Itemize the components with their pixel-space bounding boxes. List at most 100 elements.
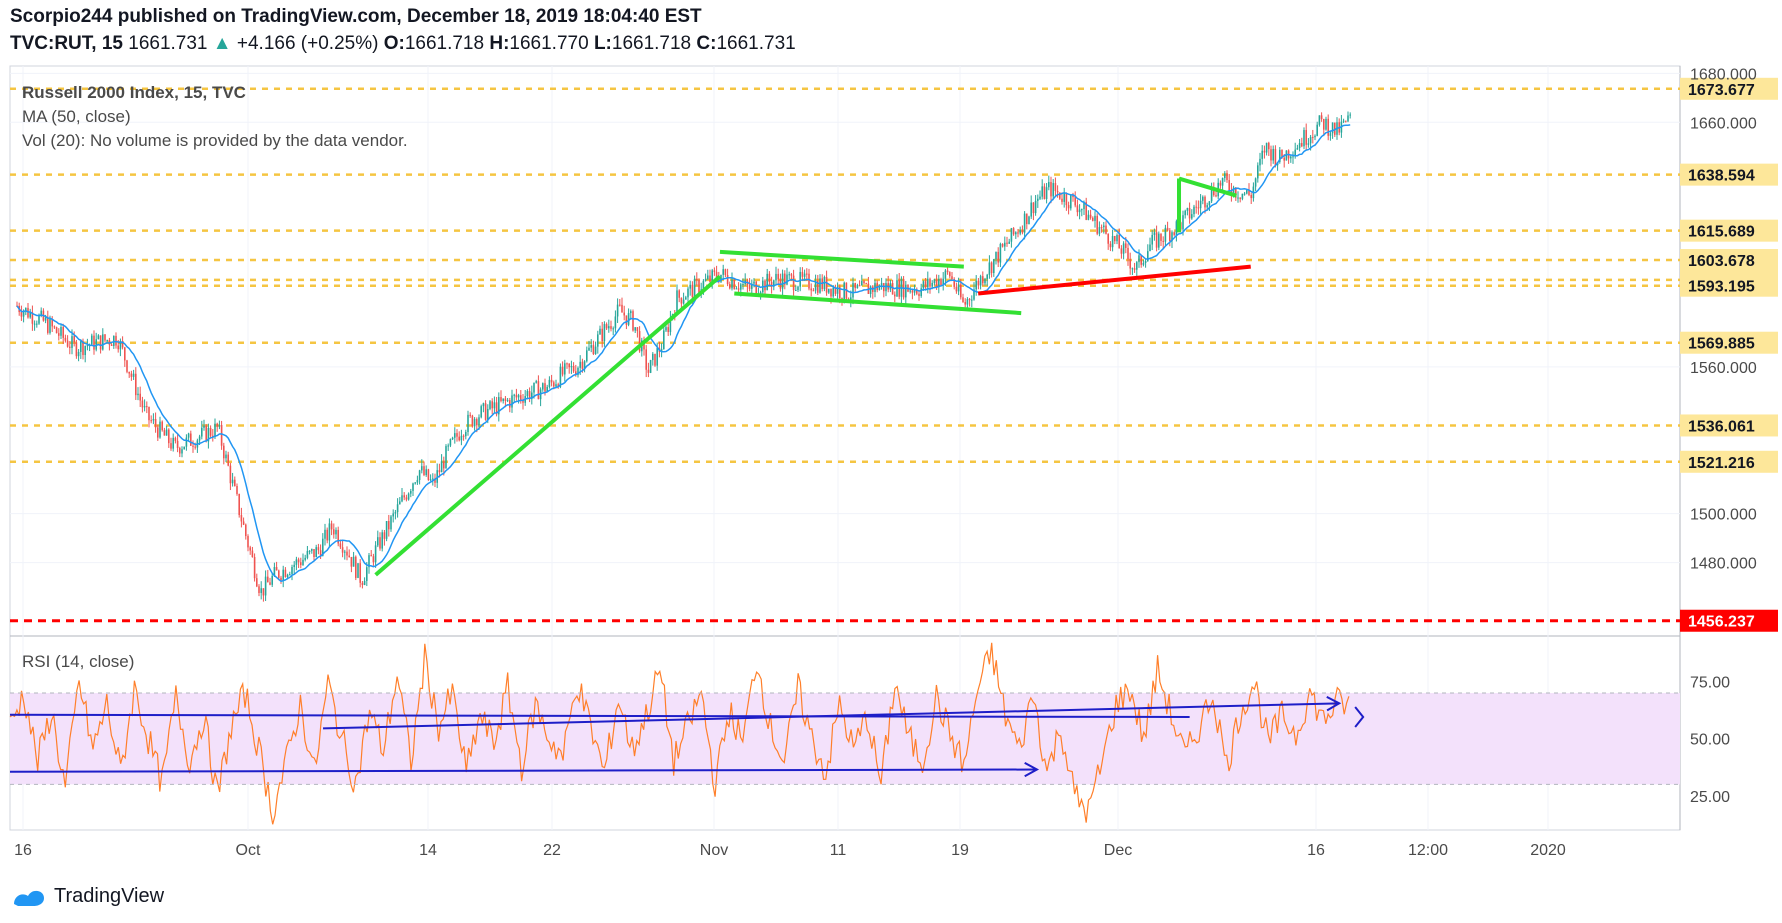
candle-body bbox=[968, 299, 971, 301]
candle-body bbox=[1228, 180, 1230, 191]
candle-body bbox=[1263, 150, 1266, 153]
candle-body bbox=[667, 327, 669, 333]
level-label-bg bbox=[1680, 274, 1778, 297]
candle-body bbox=[55, 327, 58, 334]
candle-body bbox=[1294, 149, 1296, 157]
chart-area[interactable]: 1673.6771638.5941615.6891603.6781595.549… bbox=[0, 0, 1782, 880]
candle-body bbox=[128, 371, 130, 374]
rsi-trendline[interactable] bbox=[9, 713, 1190, 719]
candle-body bbox=[225, 454, 227, 459]
candle-body bbox=[559, 366, 562, 387]
candle-body bbox=[535, 381, 537, 383]
ohlc-line: TVC:RUT, 15 1661.731 ▲ +4.166 (+0.25%) O… bbox=[10, 33, 796, 55]
candle-body bbox=[372, 556, 375, 563]
candle-body bbox=[951, 276, 953, 280]
candle-body bbox=[583, 361, 586, 369]
candle-body bbox=[141, 400, 144, 408]
candle-body bbox=[341, 547, 344, 553]
x-tick-label: 11 bbox=[830, 842, 847, 859]
trendline[interactable] bbox=[734, 291, 1022, 316]
candle-body bbox=[1094, 215, 1096, 221]
candle-body bbox=[493, 402, 496, 409]
candle-body bbox=[476, 419, 478, 426]
candle-body bbox=[1347, 115, 1349, 122]
level-label-bg bbox=[1680, 163, 1778, 186]
candle-body bbox=[1226, 173, 1228, 181]
candle-body bbox=[355, 556, 357, 578]
candle-body bbox=[73, 336, 75, 343]
candle-body bbox=[612, 328, 614, 330]
candle-body bbox=[685, 297, 687, 300]
candle-body bbox=[1017, 232, 1019, 234]
candle-body bbox=[392, 513, 394, 517]
candle-body bbox=[238, 493, 240, 516]
candle-body bbox=[1162, 240, 1164, 242]
candle-body bbox=[953, 279, 955, 287]
candle-body bbox=[854, 282, 856, 289]
candle-body bbox=[192, 445, 194, 447]
candle-body bbox=[718, 278, 720, 282]
candle-body bbox=[550, 379, 553, 383]
candle-body bbox=[1054, 183, 1057, 191]
candle-body bbox=[828, 288, 830, 293]
candle-body bbox=[157, 427, 159, 438]
candle-body bbox=[352, 556, 355, 567]
candle-body bbox=[764, 280, 766, 291]
candle-body bbox=[1232, 187, 1235, 196]
candle-body bbox=[231, 479, 234, 484]
candle-body bbox=[553, 382, 555, 387]
candle-body bbox=[964, 301, 966, 305]
candle-body bbox=[627, 313, 630, 325]
close-label: C: bbox=[696, 33, 717, 54]
candle-body bbox=[999, 243, 1002, 263]
candle-body bbox=[817, 281, 819, 293]
candle-body bbox=[643, 340, 645, 350]
candle-body bbox=[64, 337, 67, 341]
candle-body bbox=[933, 279, 936, 283]
candle-body bbox=[1048, 182, 1050, 188]
candle-body bbox=[770, 281, 773, 287]
candle-body bbox=[1320, 115, 1323, 119]
candle-body bbox=[726, 274, 729, 285]
candle-body bbox=[652, 353, 654, 361]
candle-body bbox=[280, 577, 282, 581]
candle-body bbox=[1103, 225, 1105, 228]
candle-body bbox=[830, 288, 832, 297]
legend-ma: MA (50, close) bbox=[22, 107, 131, 126]
candle-body bbox=[1032, 202, 1035, 214]
trendline[interactable] bbox=[374, 274, 722, 577]
candle-body bbox=[616, 304, 619, 317]
candle-body bbox=[25, 307, 27, 312]
candle-body bbox=[1100, 227, 1103, 229]
candle-body bbox=[812, 290, 815, 292]
candle-body bbox=[975, 280, 977, 290]
rsi-trendline[interactable] bbox=[323, 702, 1340, 730]
candle-body bbox=[1188, 208, 1191, 219]
candle-body bbox=[693, 278, 696, 298]
x-tick-label: 14 bbox=[419, 842, 437, 859]
trendline[interactable] bbox=[719, 249, 964, 269]
legend-rsi: RSI (14, close) bbox=[22, 652, 134, 671]
candle-body bbox=[1314, 135, 1316, 138]
candle-body bbox=[31, 312, 34, 324]
candle-body bbox=[71, 336, 73, 348]
candle-body bbox=[198, 436, 201, 441]
candle-body bbox=[984, 279, 986, 284]
candle-body bbox=[262, 588, 265, 596]
candle-body bbox=[308, 550, 311, 552]
candle-body bbox=[190, 433, 192, 446]
rsi-trendline[interactable] bbox=[9, 768, 1037, 773]
footer-logo[interactable]: TradingView bbox=[12, 885, 164, 908]
candle-body bbox=[1151, 234, 1153, 245]
level-label: 1456.237 bbox=[1688, 614, 1755, 631]
candle-body bbox=[425, 469, 427, 476]
candle-body bbox=[429, 479, 432, 481]
trendline[interactable] bbox=[977, 264, 1251, 296]
candle-body bbox=[676, 290, 678, 315]
trendline[interactable] bbox=[1178, 176, 1237, 198]
candle-body bbox=[1166, 227, 1169, 231]
candle-body bbox=[632, 311, 634, 331]
candle-body bbox=[161, 421, 163, 431]
level-label: 1536.061 bbox=[1688, 418, 1755, 435]
candle-body bbox=[49, 319, 51, 333]
